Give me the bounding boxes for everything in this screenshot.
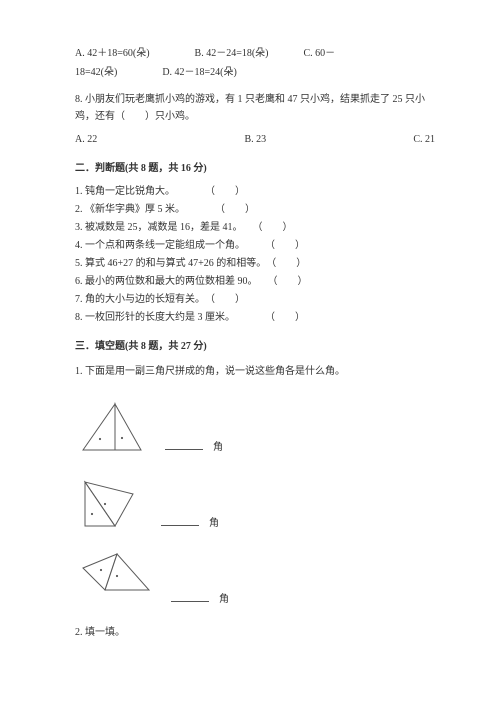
q8-opt-c: C. 21 xyxy=(413,131,435,148)
angle-label-1: 角 xyxy=(213,439,223,456)
judge-item: 2. 《新华字典》厚 5 米。 （ ） xyxy=(75,201,435,218)
judge-item: 3. 被减数是 25，减数是 16，差是 41。 （ ） xyxy=(75,219,435,236)
q7-opt-d: D. 42－18=24(朵) xyxy=(162,67,237,78)
blank-3 xyxy=(171,591,209,608)
q8-text: 8. 小朋友们玩老鹰抓小鸡的游戏，有 1 只老鹰和 47 只小鸡，结果抓走了 2… xyxy=(75,91,435,125)
q8-opts-row: A. 22 B. 23 C. 21 xyxy=(75,131,435,148)
spacer xyxy=(152,48,192,59)
q7-options-line2: 18=42(朵) D. 42－18=24(朵) xyxy=(75,64,435,81)
section3-q2: 2. 填一填。 xyxy=(75,624,435,641)
page-content: A. 42＋18=60(朵) B. 42－24=18(朵) C. 60－ 18=… xyxy=(0,0,500,681)
judge-item: 6. 最小的两位数和最大的两位数相差 90。 （ ） xyxy=(75,273,435,290)
angle-label-2: 角 xyxy=(209,515,219,532)
judge-item: 1. 钝角一定比锐角大。 （ ） xyxy=(75,183,435,200)
section3-title: 三．填空题(共 8 题，共 27 分) xyxy=(75,338,435,355)
section2-title: 二．判断题(共 8 题，共 16 分) xyxy=(75,160,435,177)
q7-opt-c-cont: 18=42(朵) xyxy=(75,67,117,78)
q7-options-line1: A. 42＋18=60(朵) B. 42－24=18(朵) C. 60－ xyxy=(75,45,435,62)
judge-item: 5. 算式 46+27 的和与算式 47+26 的和相等。 （ ） xyxy=(75,255,435,272)
q7-opt-b: B. 42－24=18(朵) xyxy=(195,48,269,59)
q7-opt-a: A. 42＋18=60(朵) xyxy=(75,48,150,59)
shape-row-2: 角 xyxy=(75,474,435,532)
triangle-pair-shape-1 xyxy=(75,398,155,456)
angle-label-3: 角 xyxy=(219,591,229,608)
shape-row-1: 角 xyxy=(75,398,435,456)
judge-item: 4. 一个点和两条线一定能组成一个角。 （ ） xyxy=(75,237,435,254)
triangle-pair-shape-2 xyxy=(75,474,151,532)
judge-item: 8. 一枚回形针的长度大约是 3 厘米。 （ ） xyxy=(75,309,435,326)
blank-2 xyxy=(161,515,199,532)
q7-opt-c-prefix: C. 60－ xyxy=(304,48,336,59)
blank-1 xyxy=(165,439,203,456)
spacer xyxy=(120,67,160,78)
judge-list: 1. 钝角一定比锐角大。 （ ） 2. 《新华字典》厚 5 米。 （ ） 3. … xyxy=(75,183,435,326)
judge-item: 7. 角的大小与边的长短有关。 （ ） xyxy=(75,291,435,308)
section3-q1: 1. 下面是用一副三角尺拼成的角，说一说这些角各是什么角。 xyxy=(75,363,435,380)
q8-opt-a: A. 22 xyxy=(75,131,97,148)
shape-row-3: 角 xyxy=(75,550,435,608)
q8-opt-b: B. 23 xyxy=(244,131,266,148)
triangle-pair-shape-3 xyxy=(75,550,161,608)
spacer xyxy=(271,48,301,59)
